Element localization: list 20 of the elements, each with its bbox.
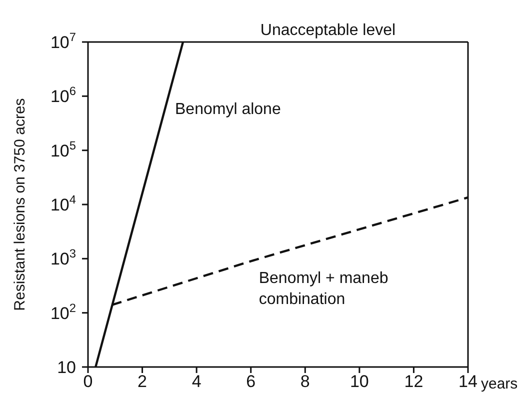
- x-axis-title: years: [481, 375, 518, 392]
- series-label: Benomyl alone: [175, 101, 281, 118]
- y-tick-label: 10$^{3}$: [50, 246, 76, 269]
- x-tick-label: 8: [300, 372, 310, 392]
- x-tick-label: 14: [458, 372, 478, 392]
- y-tick-label: 10$^{6}$: [50, 84, 76, 106]
- y-tick-label: 10$^{7}$: [50, 30, 76, 52]
- x-tick-label: 4: [192, 372, 202, 392]
- series-label: Benomyl + maneb combination: [258, 270, 388, 308]
- y-axis-title: Resistant lesions on 3750 acres: [11, 98, 28, 311]
- x-tick-label: 12: [404, 372, 424, 392]
- x-tick-label: 0: [83, 372, 93, 392]
- y-tick-label: 10: [57, 358, 76, 377]
- y-tick-label: 10$^{5}$: [50, 138, 76, 160]
- x-tick-label: 6: [246, 372, 256, 392]
- x-tick-label: 2: [138, 372, 148, 392]
- x-tick-label: 10: [350, 372, 369, 392]
- y-tick-label: 10$^{4}$: [50, 192, 76, 214]
- y-tick-label: 10$^{2}$: [50, 300, 76, 323]
- ref-line-label: Unacceptable level: [260, 22, 396, 39]
